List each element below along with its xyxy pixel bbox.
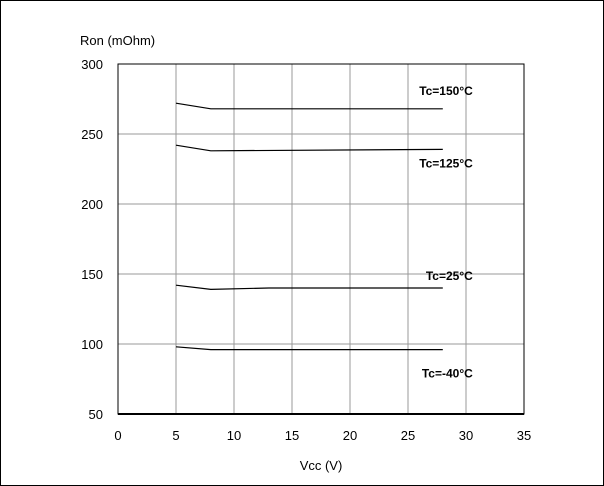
y-tick-label: 200 <box>81 197 103 212</box>
x-tick-label: 35 <box>517 428 531 443</box>
series-lines <box>175 102 443 351</box>
plot-border <box>117 63 525 415</box>
x-tick-label: 25 <box>401 428 415 443</box>
series-label: Tc=-40°C <box>422 367 473 381</box>
y-tick-label: 250 <box>81 127 103 142</box>
series-line <box>175 346 443 351</box>
series-label: Tc=150°C <box>419 84 473 98</box>
series-line <box>175 102 443 110</box>
series-label: Tc=125°C <box>419 156 473 170</box>
y-tick-label: 100 <box>81 337 103 352</box>
x-tick-label: 10 <box>227 428 241 443</box>
y-axis-title: Ron (mOhm) <box>80 33 155 48</box>
y-tick-label: 50 <box>89 407 103 422</box>
series-label: Tc=25°C <box>426 269 473 283</box>
tick-labels: 0 5 10 15 20 25 30 35 50 100 150 200 250 300 <box>81 57 531 443</box>
x-tick-label: 30 <box>459 428 473 443</box>
series-labels: Tc=150°C Tc=125°C Tc=25°C Tc=-40°C <box>419 84 473 381</box>
series-line <box>175 284 443 291</box>
y-tick-label: 150 <box>81 267 103 282</box>
y-tick-label: 300 <box>81 57 103 72</box>
x-axis-title: Vcc (V) <box>300 458 343 473</box>
x-tick-label: 15 <box>285 428 299 443</box>
grid <box>118 64 524 414</box>
x-tick-label: 5 <box>172 428 179 443</box>
series-line <box>175 144 443 152</box>
axes <box>117 63 525 415</box>
x-tick-label: 20 <box>343 428 357 443</box>
x-tick-label: 0 <box>114 428 121 443</box>
